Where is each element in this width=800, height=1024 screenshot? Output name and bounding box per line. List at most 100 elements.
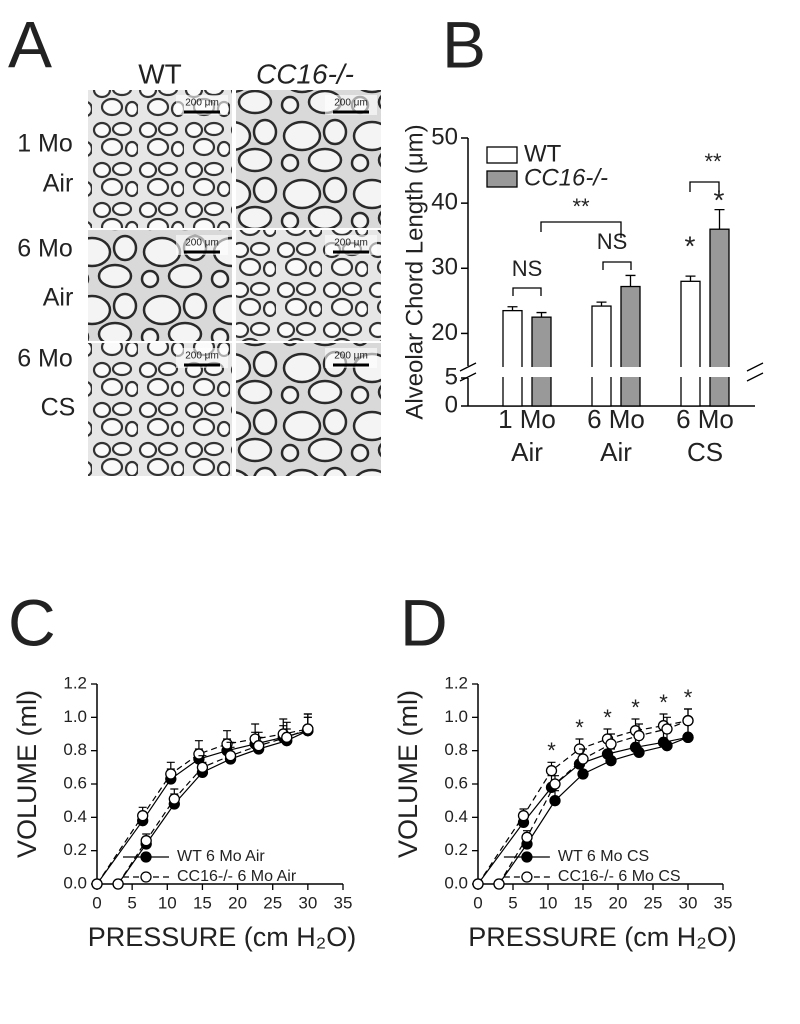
x-axis-title: PRESSURE (cm H₂O)	[88, 922, 357, 952]
scale-bar-label: 200 μm	[185, 351, 219, 362]
scale-bar-bg	[176, 235, 228, 255]
annotation: *	[575, 715, 584, 740]
curve	[96, 728, 308, 885]
marker	[91, 878, 103, 890]
annotation: *	[714, 184, 725, 215]
x-tick-label: 20	[228, 893, 247, 912]
row-label: CS	[41, 394, 76, 422]
x-tick-label: 35	[714, 893, 733, 912]
bar	[591, 305, 612, 407]
annotation: NS	[597, 229, 628, 254]
significance-bracket	[602, 261, 632, 270]
y-tick-label: 0.4	[444, 807, 468, 826]
column-label: CC16-/-	[256, 58, 354, 89]
marker	[112, 878, 124, 890]
row-label: 6 Mo	[17, 235, 73, 263]
y-tick-label: 30	[431, 254, 458, 281]
y-tick-label: 50	[431, 123, 458, 150]
marker	[517, 810, 530, 822]
y-tick-label: 1.0	[444, 707, 468, 726]
marker	[193, 748, 205, 760]
row-label: 1 Mo	[17, 130, 73, 158]
error-bar	[625, 274, 636, 287]
x-tick-label: 20	[609, 893, 628, 912]
axis-break	[456, 367, 763, 377]
marker	[682, 731, 694, 743]
marker	[633, 730, 645, 742]
significance-bracket	[689, 181, 720, 192]
marker	[549, 778, 561, 790]
y-tick-label: 20	[431, 319, 458, 346]
y-tick-label: 40	[431, 188, 458, 215]
annotation: *	[684, 685, 693, 710]
y-tick-label: 5	[445, 363, 458, 390]
legend-marker	[140, 871, 152, 883]
x-tick-label: 5	[508, 893, 517, 912]
legend-label: WT	[524, 140, 562, 167]
error-bar	[536, 311, 547, 318]
x-tick-label: 25	[644, 893, 663, 912]
significance-bracket	[512, 287, 542, 296]
y-axis-title: Alveolar Chord Length (μm)	[401, 124, 428, 419]
marker	[577, 753, 589, 765]
curve	[498, 720, 689, 885]
marker	[196, 761, 209, 773]
break-mark	[746, 362, 764, 372]
legend-swatch	[486, 146, 518, 164]
y-tick-label: 0.0	[63, 873, 87, 892]
panel-a: A WT CC16-/- 1 Mo Air 6 Mo Air 6 Mo CS	[8, 7, 354, 421]
legend-swatch	[486, 170, 518, 188]
legend-marker	[521, 871, 533, 883]
break-mark	[746, 372, 764, 382]
y-tick-label: 0.6	[444, 773, 468, 792]
marker	[221, 738, 233, 750]
scale-bar-bg	[325, 95, 377, 115]
scale-bar-label: 200 μm	[185, 238, 219, 249]
annotation: **	[572, 194, 590, 219]
panel-label: D	[400, 585, 448, 659]
annotation: NS	[512, 256, 543, 281]
error-bar	[714, 209, 725, 230]
marker	[633, 746, 645, 758]
legend-marker	[140, 851, 152, 863]
y-tick-label: 0.8	[444, 740, 468, 759]
scale-bar-label: 200 μm	[334, 238, 368, 249]
x-tick-label: 6 Mo	[587, 404, 645, 434]
error-bar	[685, 275, 696, 282]
x-tick-label: Air	[600, 437, 632, 467]
row-label: Air	[43, 284, 74, 312]
marker	[472, 878, 484, 890]
annotation: *	[685, 230, 696, 261]
column-label: WT	[138, 58, 182, 89]
scale-bar-label: 200 μm	[334, 351, 368, 362]
marker	[165, 768, 177, 780]
annotation: *	[659, 690, 668, 715]
y-tick-label: 0.2	[63, 840, 87, 859]
x-tick-label: 30	[679, 893, 698, 912]
panel-label: C	[8, 585, 56, 659]
x-axis-title: PRESSURE (cm H₂O)	[468, 922, 737, 952]
marker	[168, 793, 180, 805]
marker	[521, 831, 533, 843]
y-tick-label: 0.6	[63, 773, 87, 792]
row-label: Air	[43, 170, 74, 198]
x-tick-label: 1 Mo	[498, 404, 556, 434]
legend-marker	[521, 851, 533, 863]
x-tick-label: CS	[687, 437, 723, 467]
y-tick-label: 1.0	[63, 707, 87, 726]
x-tick-label: 10	[158, 893, 177, 912]
scale-bar-bg	[325, 348, 377, 368]
scale-bar-label: 200 μm	[334, 98, 368, 109]
legend-label: WT 6 Mo CS	[558, 848, 649, 865]
bar	[709, 228, 730, 407]
y-axis-title: VOLUME (ml)	[12, 690, 42, 858]
significance-bracket	[540, 221, 622, 238]
scale-bar-bg	[176, 348, 228, 368]
x-tick-label: 0	[473, 893, 482, 912]
error-bar	[596, 301, 607, 307]
x-tick-label: 0	[92, 893, 101, 912]
scale-bar-bg	[325, 235, 377, 255]
x-tick-label: 25	[263, 893, 282, 912]
break-mark	[459, 372, 477, 382]
